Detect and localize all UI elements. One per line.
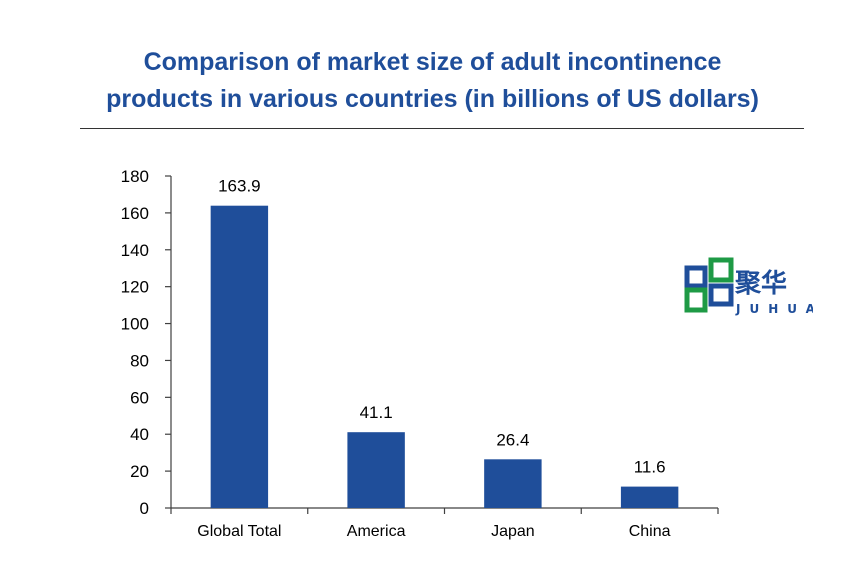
y-tick-label: 140 [121,241,149,260]
logo-name-cn: 聚华 [734,268,787,299]
chart-title: Comparison of market size of adult incon… [0,44,865,118]
bar [210,205,269,508]
y-axis: 0 20 40 60 80 100 120 140 160 180 [121,167,172,518]
chart-title-line-2: products in various countries (in billio… [106,85,759,113]
x-category-label: America [347,523,406,540]
bar-data-label: 163.9 [218,177,261,196]
juhua-logo-mark-icon [684,257,734,313]
bar [620,486,679,508]
chart-title-line-1: Comparison of market size of adult incon… [143,48,722,76]
y-tick-label: 40 [130,425,149,444]
y-tick-label: 120 [121,278,149,297]
y-tick-label: 180 [121,167,149,186]
bar-data-label: 11.6 [634,458,666,477]
bar-data-label: 41.1 [360,403,393,422]
title-divider [80,128,804,129]
bar [484,459,542,508]
y-tick-label: 20 [130,462,149,481]
y-tick-label: 60 [130,388,149,407]
y-tick-label: 0 [140,499,149,518]
juhua-logo: 聚华 JUHUA [684,257,813,316]
x-category-label: Global Total [197,523,281,540]
bar [347,432,405,508]
x-category-label: China [629,523,671,540]
y-tick-label: 80 [130,351,149,370]
y-tick-label: 100 [121,315,149,334]
bar-series: 163.9 41.1 26.4 11.6 [210,177,679,508]
y-tick-label: 160 [121,204,149,223]
x-axis: Global Total America Japan China [170,507,719,540]
x-category-label: Japan [491,523,535,540]
logo-name-en: JUHUA [735,302,813,316]
bar-data-label: 26.4 [496,430,529,449]
